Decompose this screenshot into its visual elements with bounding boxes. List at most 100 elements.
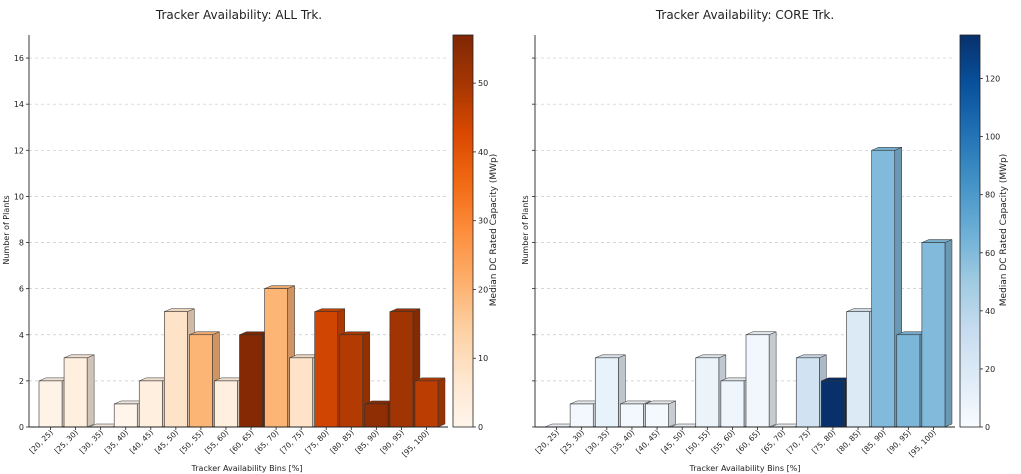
- colorbar-tick-label: 20: [478, 285, 488, 294]
- bar: [745, 331, 777, 428]
- x-tick-label: [75, 80): [303, 428, 330, 455]
- bar-front: [896, 334, 921, 428]
- bar-side: [668, 400, 676, 428]
- bar-front: [645, 403, 669, 428]
- bar-front: [63, 357, 88, 428]
- colorbar-gradient: [452, 34, 474, 428]
- bar: [63, 354, 95, 428]
- colorbar-tick-label: 0: [985, 423, 990, 432]
- bar-front: [38, 380, 63, 428]
- x-tick-label: [80, 85): [835, 428, 862, 455]
- plot-area: [20, 25)[25, 30)[30, 35)[35, 40)[40, 45)…: [532, 35, 955, 459]
- bar-front: [138, 380, 163, 428]
- bar-front: [389, 311, 414, 428]
- y-tick-label: 8: [19, 239, 24, 248]
- bar-front: [364, 403, 389, 428]
- bar-front: [214, 380, 238, 428]
- x-tick-label: [50, 55): [178, 428, 205, 455]
- bar-side: [437, 377, 446, 428]
- x-tick-label: [40, 45): [128, 428, 155, 455]
- x-tick-label: [55, 60): [709, 428, 736, 455]
- bar: [921, 239, 953, 428]
- chart-title: Tracker Availability: CORE Trk.: [655, 8, 834, 22]
- x-tick-label: [85, 90): [353, 428, 380, 455]
- bar-front: [695, 357, 720, 428]
- y-tick-label: 0: [19, 423, 24, 432]
- y-tick-label: 16: [14, 54, 24, 63]
- x-tick-label: [45, 50): [659, 428, 686, 455]
- bar-front: [414, 380, 439, 428]
- bar-front: [921, 242, 946, 428]
- colorbar-tick-label: 0: [478, 423, 483, 432]
- bar-front: [113, 403, 138, 428]
- colorbar-gradient: [959, 34, 981, 428]
- bar-side: [944, 239, 953, 428]
- x-tick-label: [95, 100): [400, 428, 431, 459]
- bar-front: [164, 311, 188, 428]
- colorbar-tick-label: 30: [478, 217, 488, 226]
- x-tick-label: [25, 30): [559, 428, 586, 455]
- colorbar: 0 20 40 60 80 100 120: [959, 34, 1000, 432]
- plot-area: 0 2 4 6 8 10 12 14 16 [20, 25)[25, 30)[30, 35)[35…: [14, 35, 448, 459]
- colorbar-tick-label: 20: [985, 365, 995, 374]
- y-axis-label: Number of Plants: [2, 195, 11, 264]
- bar-front: [289, 357, 313, 428]
- x-tick-label: [50, 55): [684, 428, 711, 455]
- chart-panel-core-trackers: Tracker Availability: CORE Trk. Number o…: [521, 8, 1009, 473]
- bar-front: [846, 311, 870, 428]
- x-axis-label: Tracker Availability Bins [%]: [689, 464, 801, 473]
- bar-front: [821, 380, 845, 428]
- colorbar-tick-label: 120: [985, 75, 1000, 84]
- x-tick-label: [75, 80): [810, 428, 837, 455]
- bar-side: [768, 331, 777, 428]
- bar-front: [795, 357, 820, 428]
- colorbar-tick-label: 10: [478, 354, 488, 363]
- x-tick-label: [35, 40): [103, 428, 130, 455]
- y-tick-label: 6: [19, 285, 24, 294]
- x-tick-label: [70, 75): [278, 428, 305, 455]
- bar-front: [871, 149, 896, 428]
- y-axis-label: Number of Plants: [521, 195, 530, 264]
- x-tick-label: [80, 85): [328, 428, 355, 455]
- bar-front: [720, 380, 745, 428]
- x-tick-label: [20, 25): [28, 428, 55, 455]
- x-tick-label: [30, 35): [78, 428, 105, 455]
- y-tick-label: 12: [14, 146, 24, 155]
- bar-front: [620, 403, 644, 428]
- colorbar-tick-label: 80: [985, 191, 995, 200]
- x-tick-label: [25, 30): [53, 428, 80, 455]
- x-axis-label: Tracker Availability Bins [%]: [191, 464, 303, 473]
- bar-side: [86, 354, 95, 428]
- x-tick-label: [60, 65): [228, 428, 255, 455]
- y-tick-label: 4: [19, 331, 24, 340]
- bar-front: [239, 334, 263, 428]
- bar: [645, 400, 676, 428]
- x-tick-label: [20, 25): [534, 428, 561, 455]
- bar-front: [569, 403, 594, 428]
- bar-front: [264, 288, 288, 428]
- colorbar-label: Median DC Rated Capacity (MWp): [489, 154, 499, 306]
- colorbar-tick-label: 40: [985, 307, 995, 316]
- colorbar-tick-label: 60: [985, 249, 995, 258]
- colorbar-tick-label: 50: [478, 79, 488, 88]
- colorbar-tick-label: 100: [985, 133, 1000, 142]
- colorbar-tick-label: 40: [478, 148, 488, 157]
- bar-front: [339, 334, 364, 428]
- y-tick-label: 2: [19, 377, 24, 386]
- x-tick-label: [35, 40): [609, 428, 636, 455]
- bar-front: [314, 311, 339, 428]
- x-tick-label: [70, 75): [785, 428, 812, 455]
- colorbar-label: Median DC Rated Capacity (MWp): [999, 154, 1009, 306]
- x-tick-label: [85, 90): [860, 428, 887, 455]
- x-tick-label: [55, 60): [203, 428, 230, 455]
- x-tick-label: [65, 70): [253, 428, 280, 455]
- chart-title: Tracker Availability: ALL Trk.: [155, 8, 322, 22]
- chart-panel-all-trackers: Tracker Availability: ALL Trk. Number of…: [2, 8, 499, 473]
- x-tick-label: [95, 100): [907, 428, 938, 459]
- bar: [414, 377, 446, 428]
- y-tick-label: 14: [14, 100, 24, 109]
- x-tick-label: [45, 50): [153, 428, 180, 455]
- x-tick-label: [60, 65): [735, 428, 762, 455]
- x-tick-label: [40, 45): [634, 428, 661, 455]
